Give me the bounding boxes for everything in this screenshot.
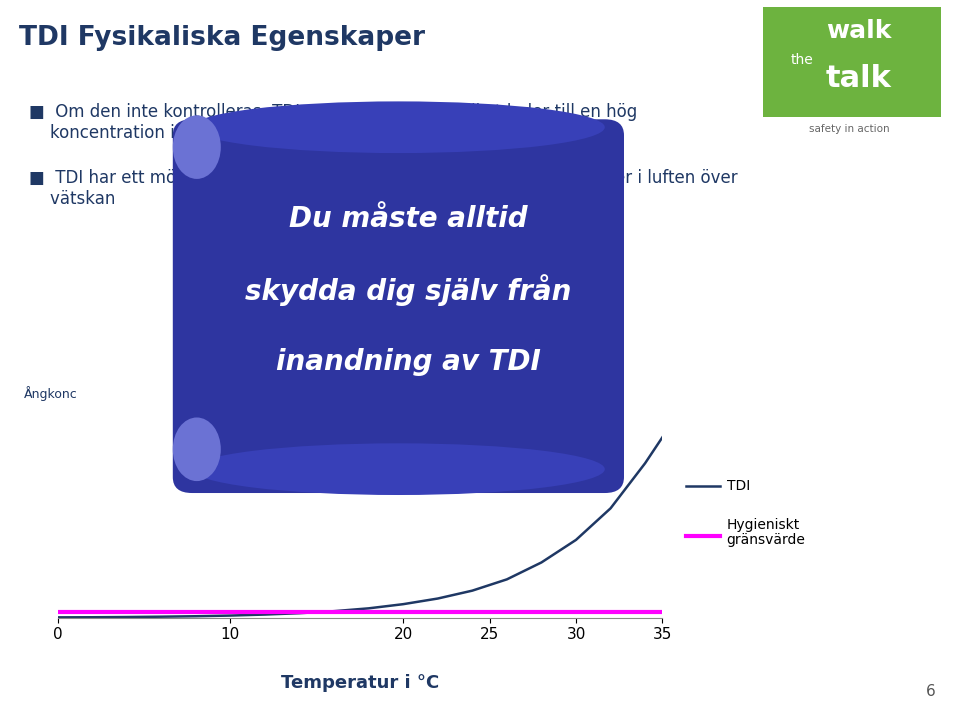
Ellipse shape xyxy=(173,115,221,179)
Text: skydda dig själv från: skydda dig själv från xyxy=(245,274,571,306)
Text: 6: 6 xyxy=(926,684,936,699)
Text: Du måste alltid: Du måste alltid xyxy=(289,204,527,233)
Text: Ångkonc: Ångkonc xyxy=(24,386,78,401)
Ellipse shape xyxy=(192,443,605,495)
Text: safety in action: safety in action xyxy=(809,124,890,134)
Ellipse shape xyxy=(173,417,221,481)
Text: gränsvärde: gränsvärde xyxy=(727,532,805,547)
Text: inandning av TDI: inandning av TDI xyxy=(276,348,540,376)
Text: talk: talk xyxy=(826,64,891,93)
Ellipse shape xyxy=(192,102,605,153)
FancyBboxPatch shape xyxy=(173,119,624,493)
Text: ■  TDI har ett möget högt ångtryck vilket leder till höga koncentrationer i luft: ■ TDI har ett möget högt ångtryck vilket… xyxy=(29,167,737,208)
Text: TDI: TDI xyxy=(727,479,750,493)
Text: Hygieniskt: Hygieniskt xyxy=(727,518,800,532)
Text: TDI Fysikaliska Egenskaper: TDI Fysikaliska Egenskaper xyxy=(19,25,425,51)
Text: ■  Om den inte kontrolleras, TDI avdunstar snabbt vilket leder till en hög
    k: ■ Om den inte kontrolleras, TDI avdunsta… xyxy=(29,103,637,142)
Text: Temperatur i °C: Temperatur i °C xyxy=(281,674,439,692)
Text: the: the xyxy=(791,53,814,67)
Text: walk: walk xyxy=(826,19,891,43)
FancyBboxPatch shape xyxy=(763,7,941,117)
